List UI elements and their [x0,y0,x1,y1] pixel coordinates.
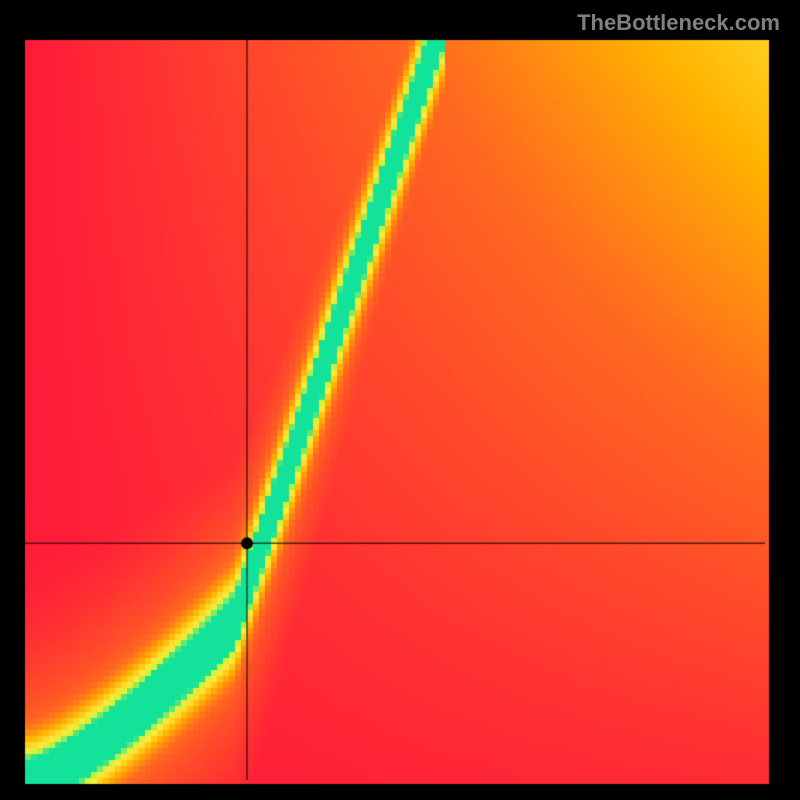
heatmap-canvas [0,0,800,800]
watermark-text: TheBottleneck.com [577,10,780,36]
chart-container: TheBottleneck.com [0,0,800,800]
